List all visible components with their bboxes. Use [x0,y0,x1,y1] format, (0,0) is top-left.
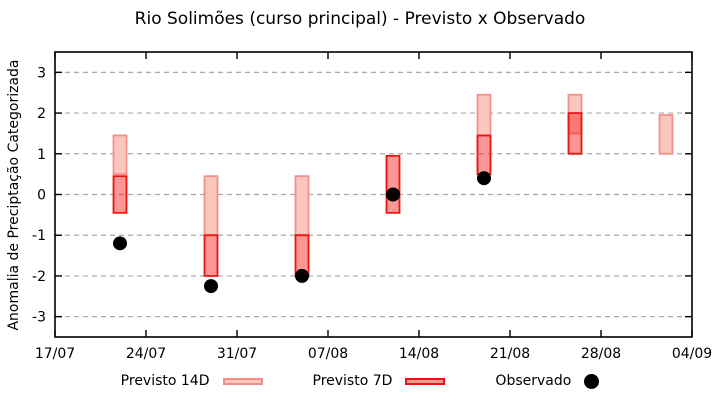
observed-dot [113,236,127,251]
x-tick-label: 28/08 [581,346,621,362]
forecast-14d-swatch-icon [222,377,263,385]
chart-title: Rio Solimões (curso principal) - Previst… [134,9,586,29]
legend-item-previsto-14d: Previsto 14D [121,373,263,389]
forecast-7d-bar [203,234,219,277]
y-tick-label: 2 [37,106,46,122]
forecast-14d-bar [112,134,128,176]
legend-item-previsto-7d: Previsto 7D [313,373,446,389]
forecast-14d-bar [294,175,310,237]
legend-label-previsto-14d: Previsto 14D [120,373,210,389]
x-tick-label: 24/07 [126,346,166,362]
forecast-14d-bar [476,93,492,137]
observed-dot [477,171,491,186]
y-tick-label: 3 [37,65,46,81]
observed-dot-icon [584,373,600,389]
forecast-7d-bar [112,175,128,214]
observed-dot [204,279,218,294]
observed-dot [386,187,400,202]
forecast-7d-bar [567,112,583,155]
y-tick-label: -2 [32,269,46,285]
y-tick-label: 1 [37,147,46,163]
x-tick-label: 21/08 [490,346,530,362]
x-tick-label: 17/07 [35,346,75,362]
y-tick-label: 0 [37,188,46,204]
legend-item-observado: Observado [495,373,600,389]
legend-label-previsto-7d: Previsto 7D [312,373,393,389]
y-tick-label: -3 [32,310,46,326]
legend-label-observado: Observado [495,373,572,389]
y-tick-label: -1 [32,228,46,244]
x-tick-label: 31/07 [217,346,257,362]
forecast-7d-bar [476,134,492,176]
forecast-7d-swatch-icon [405,377,446,385]
observed-dot [295,268,309,283]
x-tick-label: 14/08 [399,346,439,362]
x-tick-label: 07/08 [308,346,348,362]
forecast-14d-bar [658,114,674,155]
forecast-14d-bar [203,175,219,237]
x-tick-label: 04/09 [672,346,712,362]
forecast-7d-bar [385,154,401,214]
legend: Previsto 14D Previsto 7D Observado [0,373,720,389]
